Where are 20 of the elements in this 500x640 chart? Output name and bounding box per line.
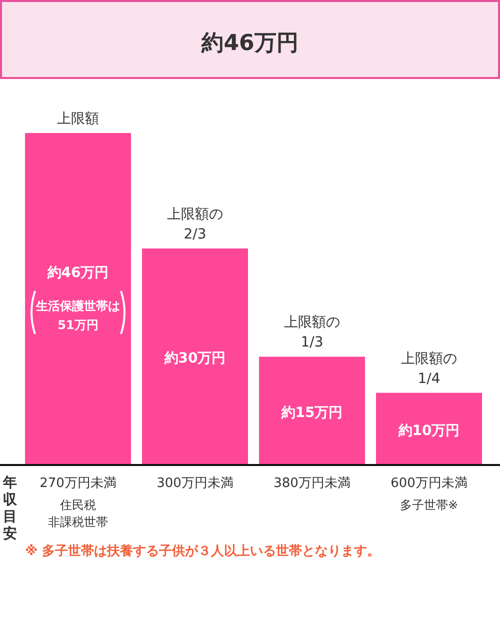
data-label: 約10万円 bbox=[397, 422, 460, 439]
text: 多子世帯※ bbox=[400, 498, 458, 512]
chart-title: 約46万円 bbox=[200, 31, 298, 56]
annotation: 上限額の 1/4 bbox=[401, 350, 457, 387]
x-tick-label: 380万円未満 bbox=[274, 476, 350, 491]
data-label: 約46万円 bbox=[46, 265, 109, 281]
annotation: 生活保護世帯は bbox=[35, 299, 120, 313]
text: 非課税世帯 bbox=[48, 515, 108, 529]
x-tick-label: 300万円未満 bbox=[156, 476, 234, 491]
annotation: 上限額の 2/3 bbox=[167, 206, 223, 242]
x-tick-label: 270万円未満 bbox=[40, 476, 116, 491]
annotation: 上限額 bbox=[57, 111, 99, 127]
data-label: 約15万円 bbox=[280, 404, 343, 421]
text: 住民税 bbox=[59, 498, 96, 512]
annotation: 上限額の 1/3 bbox=[284, 314, 340, 351]
x-tick-label: 600万円未満 bbox=[390, 476, 468, 491]
x-axis-title: 年収目安 bbox=[2, 475, 18, 542]
data-label: 約30万円 bbox=[163, 350, 226, 367]
annotation: 51万円 bbox=[58, 318, 98, 332]
text: ※ 多子世帯は扶養する子供が３人以上いる世帯となります。 bbox=[25, 543, 380, 559]
